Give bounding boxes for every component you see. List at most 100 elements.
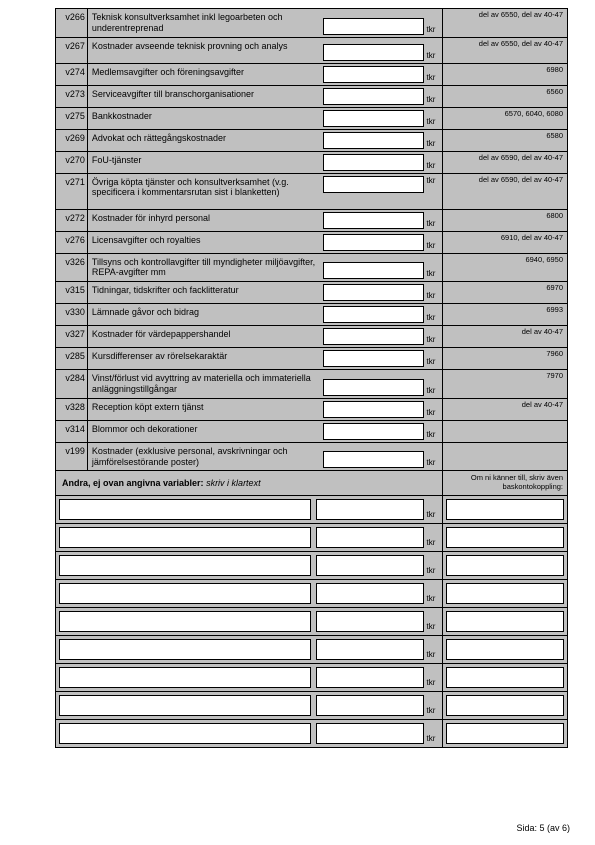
amount-input[interactable] [323,176,425,193]
amount-input[interactable] [323,401,425,418]
form-row: v328Reception köpt extern tjänsttkrdel a… [56,399,567,421]
amount-input[interactable] [323,18,425,35]
extra-ref-cell [442,496,567,523]
amount-input[interactable] [323,451,425,468]
amount-input[interactable] [323,379,425,396]
form-row: v314Blommor och dekorationertkr [56,421,567,443]
row-reference: del av 40-47 [442,326,567,347]
row-reference: 6800 [442,210,567,231]
extra-label-input[interactable] [59,611,311,632]
extra-row: tkr [56,580,567,608]
extra-amount-input[interactable] [316,611,425,632]
form-table: v266Teknisk konsultverksamhet inkl legoa… [55,8,568,748]
extra-label-cell [56,720,314,747]
amount-input[interactable] [323,328,425,345]
extra-label-input[interactable] [59,723,311,744]
row-reference: 7960 [442,348,567,369]
extra-amount-input[interactable] [316,583,425,604]
extra-amount-input[interactable] [316,667,425,688]
amount-input[interactable] [323,110,425,127]
extra-row: tkr [56,636,567,664]
form-row: v266Teknisk konsultverksamhet inkl legoa… [56,9,567,38]
extra-ref-cell [442,552,567,579]
extra-label-input[interactable] [59,499,311,520]
form-row: v271Övriga köpta tjänster och konsultver… [56,174,567,210]
extra-amount-input[interactable] [316,723,425,744]
extra-ref-input[interactable] [446,695,564,716]
extra-ref-input[interactable] [446,527,564,548]
row-code: v326 [56,254,88,282]
extra-amount-input[interactable] [316,639,425,660]
unit-label: tkr [426,622,440,632]
row-code: v275 [56,108,88,129]
extra-amount-input[interactable] [316,695,425,716]
extra-amount-input[interactable] [316,499,425,520]
extra-ref-input[interactable] [446,499,564,520]
extra-ref-input[interactable] [446,639,564,660]
row-code: v284 [56,370,88,398]
amount-input[interactable] [323,66,425,83]
form-row: v269Advokat och rättegångskostnadertkr65… [56,130,567,152]
row-reference: 6993 [442,304,567,325]
extra-label-input[interactable] [59,583,311,604]
unit-label: tkr [426,291,440,301]
unit-label: tkr [426,458,440,468]
amount-input[interactable] [323,284,425,301]
form-row: v199Kostnader (exklusive personal, avskr… [56,443,567,472]
row-code: v285 [56,348,88,369]
section-note: Om ni känner till, skriv även baskontoko… [442,471,567,495]
extra-input-cell: tkr [314,552,443,579]
extra-input-cell: tkr [314,720,443,747]
extra-label-cell [56,636,314,663]
amount-input[interactable] [323,423,425,440]
extra-ref-input[interactable] [446,583,564,604]
amount-input[interactable] [323,234,425,251]
row-reference: del av 6550, del av 40-47 [442,9,567,37]
amount-input[interactable] [323,44,425,61]
row-input-cell: tkr [321,399,443,420]
unit-label: tkr [426,357,440,367]
extra-row: tkr [56,496,567,524]
form-row: v284Vinst/förlust vid avyttring av mater… [56,370,567,399]
extra-ref-cell [442,692,567,719]
amount-input[interactable] [323,212,425,229]
row-reference: del av 6590, del av 40-47 [442,152,567,173]
form-row: v275Bankkostnadertkr6570, 6040, 6080 [56,108,567,130]
extra-ref-input[interactable] [446,555,564,576]
amount-input[interactable] [323,154,425,171]
extra-label-cell [56,608,314,635]
extra-label-input[interactable] [59,639,311,660]
extra-row: tkr [56,608,567,636]
extra-ref-input[interactable] [446,611,564,632]
row-input-cell: tkr [321,370,443,398]
unit-label: tkr [426,139,440,149]
amount-input[interactable] [323,306,425,323]
extra-ref-input[interactable] [446,667,564,688]
form-row: v330Lämnade gåvor och bidragtkr6993 [56,304,567,326]
row-label: FoU-tjänster [88,152,321,173]
form-row: v315Tidningar, tidskrifter och facklitte… [56,282,567,304]
extra-input-cell: tkr [314,580,443,607]
extra-ref-input[interactable] [446,723,564,744]
amount-input[interactable] [323,132,425,149]
extra-label-input[interactable] [59,527,311,548]
row-code: v273 [56,86,88,107]
extra-label-input[interactable] [59,695,311,716]
amount-input[interactable] [323,88,425,105]
extra-amount-input[interactable] [316,527,425,548]
extra-label-cell [56,524,314,551]
extra-label-input[interactable] [59,667,311,688]
unit-label: tkr [426,510,440,520]
extra-label-input[interactable] [59,555,311,576]
row-label: Vinst/förlust vid avyttring av materiell… [88,370,321,398]
row-input-cell: tkr [321,326,443,347]
extra-amount-input[interactable] [316,555,425,576]
row-label: Medlemsavgifter och föreningsavgifter [88,64,321,85]
extra-ref-cell [442,636,567,663]
row-input-cell: tkr [321,38,443,63]
amount-input[interactable] [323,350,425,367]
unit-label: tkr [426,161,440,171]
amount-input[interactable] [323,262,425,279]
row-code: v274 [56,64,88,85]
form-row: v272Kostnader för inhyrd personaltkr6800 [56,210,567,232]
